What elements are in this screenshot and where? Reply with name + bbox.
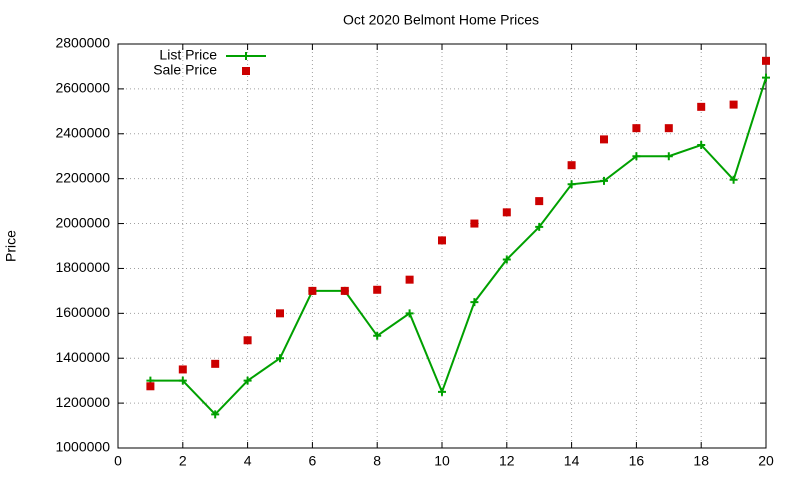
legend-marker [242,52,250,60]
data-point [470,219,479,228]
x-tick-label: 4 [244,453,252,469]
data-point [243,376,252,385]
data-point [600,135,608,144]
data-point [729,175,738,184]
x-tick-label: 14 [564,453,580,469]
y-tick-label: 2400000 [55,124,110,140]
data-point [308,286,317,295]
data-point [502,255,511,264]
data-point [373,331,382,340]
y-tick-label: 2200000 [55,169,110,185]
x-tick-label: 12 [499,453,515,469]
data-point [178,365,187,374]
y-tick-label: 1600000 [55,304,110,320]
y-tick-label: 2000000 [55,214,110,230]
data-point [276,309,284,318]
data-point [632,152,641,161]
data-point [535,222,544,231]
legend-marker [242,67,250,75]
y-axis-label: Price [3,230,19,262]
legend-label: List Price [159,47,217,63]
data-point [438,236,446,245]
x-tick-label: 18 [693,453,709,469]
data-point [211,359,220,368]
data-point [405,275,414,284]
data-point [567,180,576,189]
data-point [729,100,738,109]
data-point [340,286,349,295]
data-point [211,410,220,419]
data-point [664,124,673,133]
y-tick-label: 2800000 [55,35,110,51]
y-tick-label: 2600000 [55,80,110,96]
x-tick-label: 2 [179,453,187,469]
data-point [762,73,770,82]
data-point [178,376,187,385]
data-point [405,309,414,318]
y-tick-label: 1200000 [55,394,110,410]
data-point [276,354,284,363]
series-line [150,77,767,416]
legend-label: Sale Price [153,62,217,78]
y-tick-label: 1800000 [55,259,110,275]
x-tick-label: 20 [758,453,774,469]
y-tick-label: 1000000 [55,439,110,455]
x-tick-label: 0 [114,453,122,469]
x-tick-label: 8 [373,453,381,469]
data-point [535,197,544,206]
data-point [697,141,706,149]
data-point [373,285,382,294]
data-point [146,382,155,391]
data-point [243,336,252,345]
data-point [567,161,576,170]
data-point [664,152,673,161]
y-tick-label: 1400000 [55,349,110,365]
plot-frame [117,43,767,449]
data-point [632,124,641,133]
data-point [600,176,608,185]
data-point [697,102,706,111]
x-tick-label: 10 [434,453,450,469]
data-point [470,298,479,307]
chart-title: Oct 2020 Belmont Home Prices [343,12,539,28]
x-tick-label: 16 [629,453,645,469]
data-point [762,56,770,65]
x-tick-label: 6 [309,453,317,469]
data-point [438,387,446,396]
data-point [502,208,511,217]
